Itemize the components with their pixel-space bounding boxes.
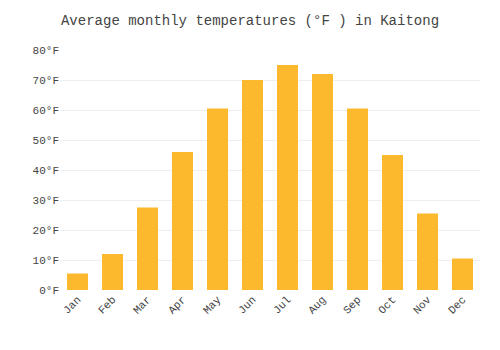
svg-text:40°F: 40°F — [33, 165, 59, 177]
svg-text:Aug: Aug — [306, 294, 328, 316]
svg-text:30°F: 30°F — [33, 195, 59, 207]
svg-text:70°F: 70°F — [33, 75, 59, 87]
svg-text:Dec: Dec — [446, 294, 468, 316]
svg-text:0°F: 0°F — [39, 285, 59, 297]
svg-text:80°F: 80°F — [33, 45, 59, 57]
svg-text:Oct: Oct — [376, 294, 398, 316]
svg-text:60°F: 60°F — [33, 105, 59, 117]
svg-text:Sep: Sep — [341, 294, 363, 316]
svg-text:Jun: Jun — [236, 294, 258, 316]
svg-text:Average monthly temperatures (: Average monthly temperatures (°F ) in Ka… — [61, 13, 439, 29]
svg-text:Feb: Feb — [96, 294, 118, 316]
svg-text:10°F: 10°F — [33, 255, 59, 267]
svg-text:Jan: Jan — [61, 294, 83, 316]
svg-text:50°F: 50°F — [33, 135, 59, 147]
svg-text:Apr: Apr — [166, 294, 188, 316]
svg-text:May: May — [201, 294, 224, 317]
svg-text:Mar: Mar — [131, 294, 153, 316]
svg-text:20°F: 20°F — [33, 225, 59, 237]
svg-text:Jul: Jul — [271, 294, 293, 316]
svg-text:Nov: Nov — [411, 294, 434, 317]
